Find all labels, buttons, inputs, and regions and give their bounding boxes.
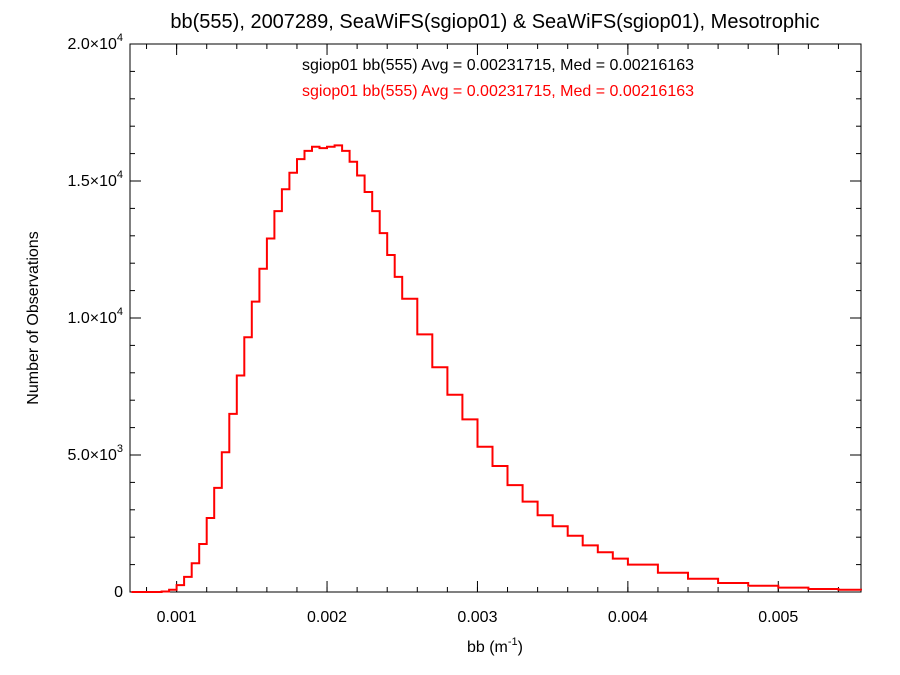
legend-entry-1: sgiop01 bb(555) Avg = 0.00231715, Med = … (302, 57, 694, 74)
y-tick-label: 2.0×104 (67, 32, 123, 53)
y-tick-label: 1.5×104 (67, 169, 123, 190)
x-tick-label: 0.005 (758, 609, 798, 626)
y-tick-label: 5.0×103 (67, 443, 123, 464)
series-line (131, 144, 862, 593)
x-axis-label-exponent: -1 (508, 636, 518, 648)
x-tick-label: 0.004 (608, 609, 648, 626)
x-tick-label: 0.003 (457, 609, 497, 626)
x-tick-label: 0.001 (157, 609, 197, 626)
plot-frame (129, 43, 862, 593)
data-series (131, 144, 862, 593)
y-axis-label: Number of Observations (25, 231, 42, 404)
x-tick-label: 0.002 (307, 609, 347, 626)
y-tick-label: 0 (114, 584, 123, 601)
x-axis: 0.001 0.002 0.003 0.004 0.005 (146, 44, 839, 626)
y-tick-label: 1.0×104 (67, 306, 123, 327)
x-axis-label: bb (m-1) (467, 636, 523, 656)
chart-title: bb(555), 2007289, SeaWiFS(sgiop01) & Sea… (170, 11, 819, 33)
legend-entry-2: sgiop01 bb(555) Avg = 0.00231715, Med = … (302, 83, 694, 100)
y-axis: 0 5.0×103 1.0×104 1.5×104 2.0×104 (67, 32, 861, 601)
